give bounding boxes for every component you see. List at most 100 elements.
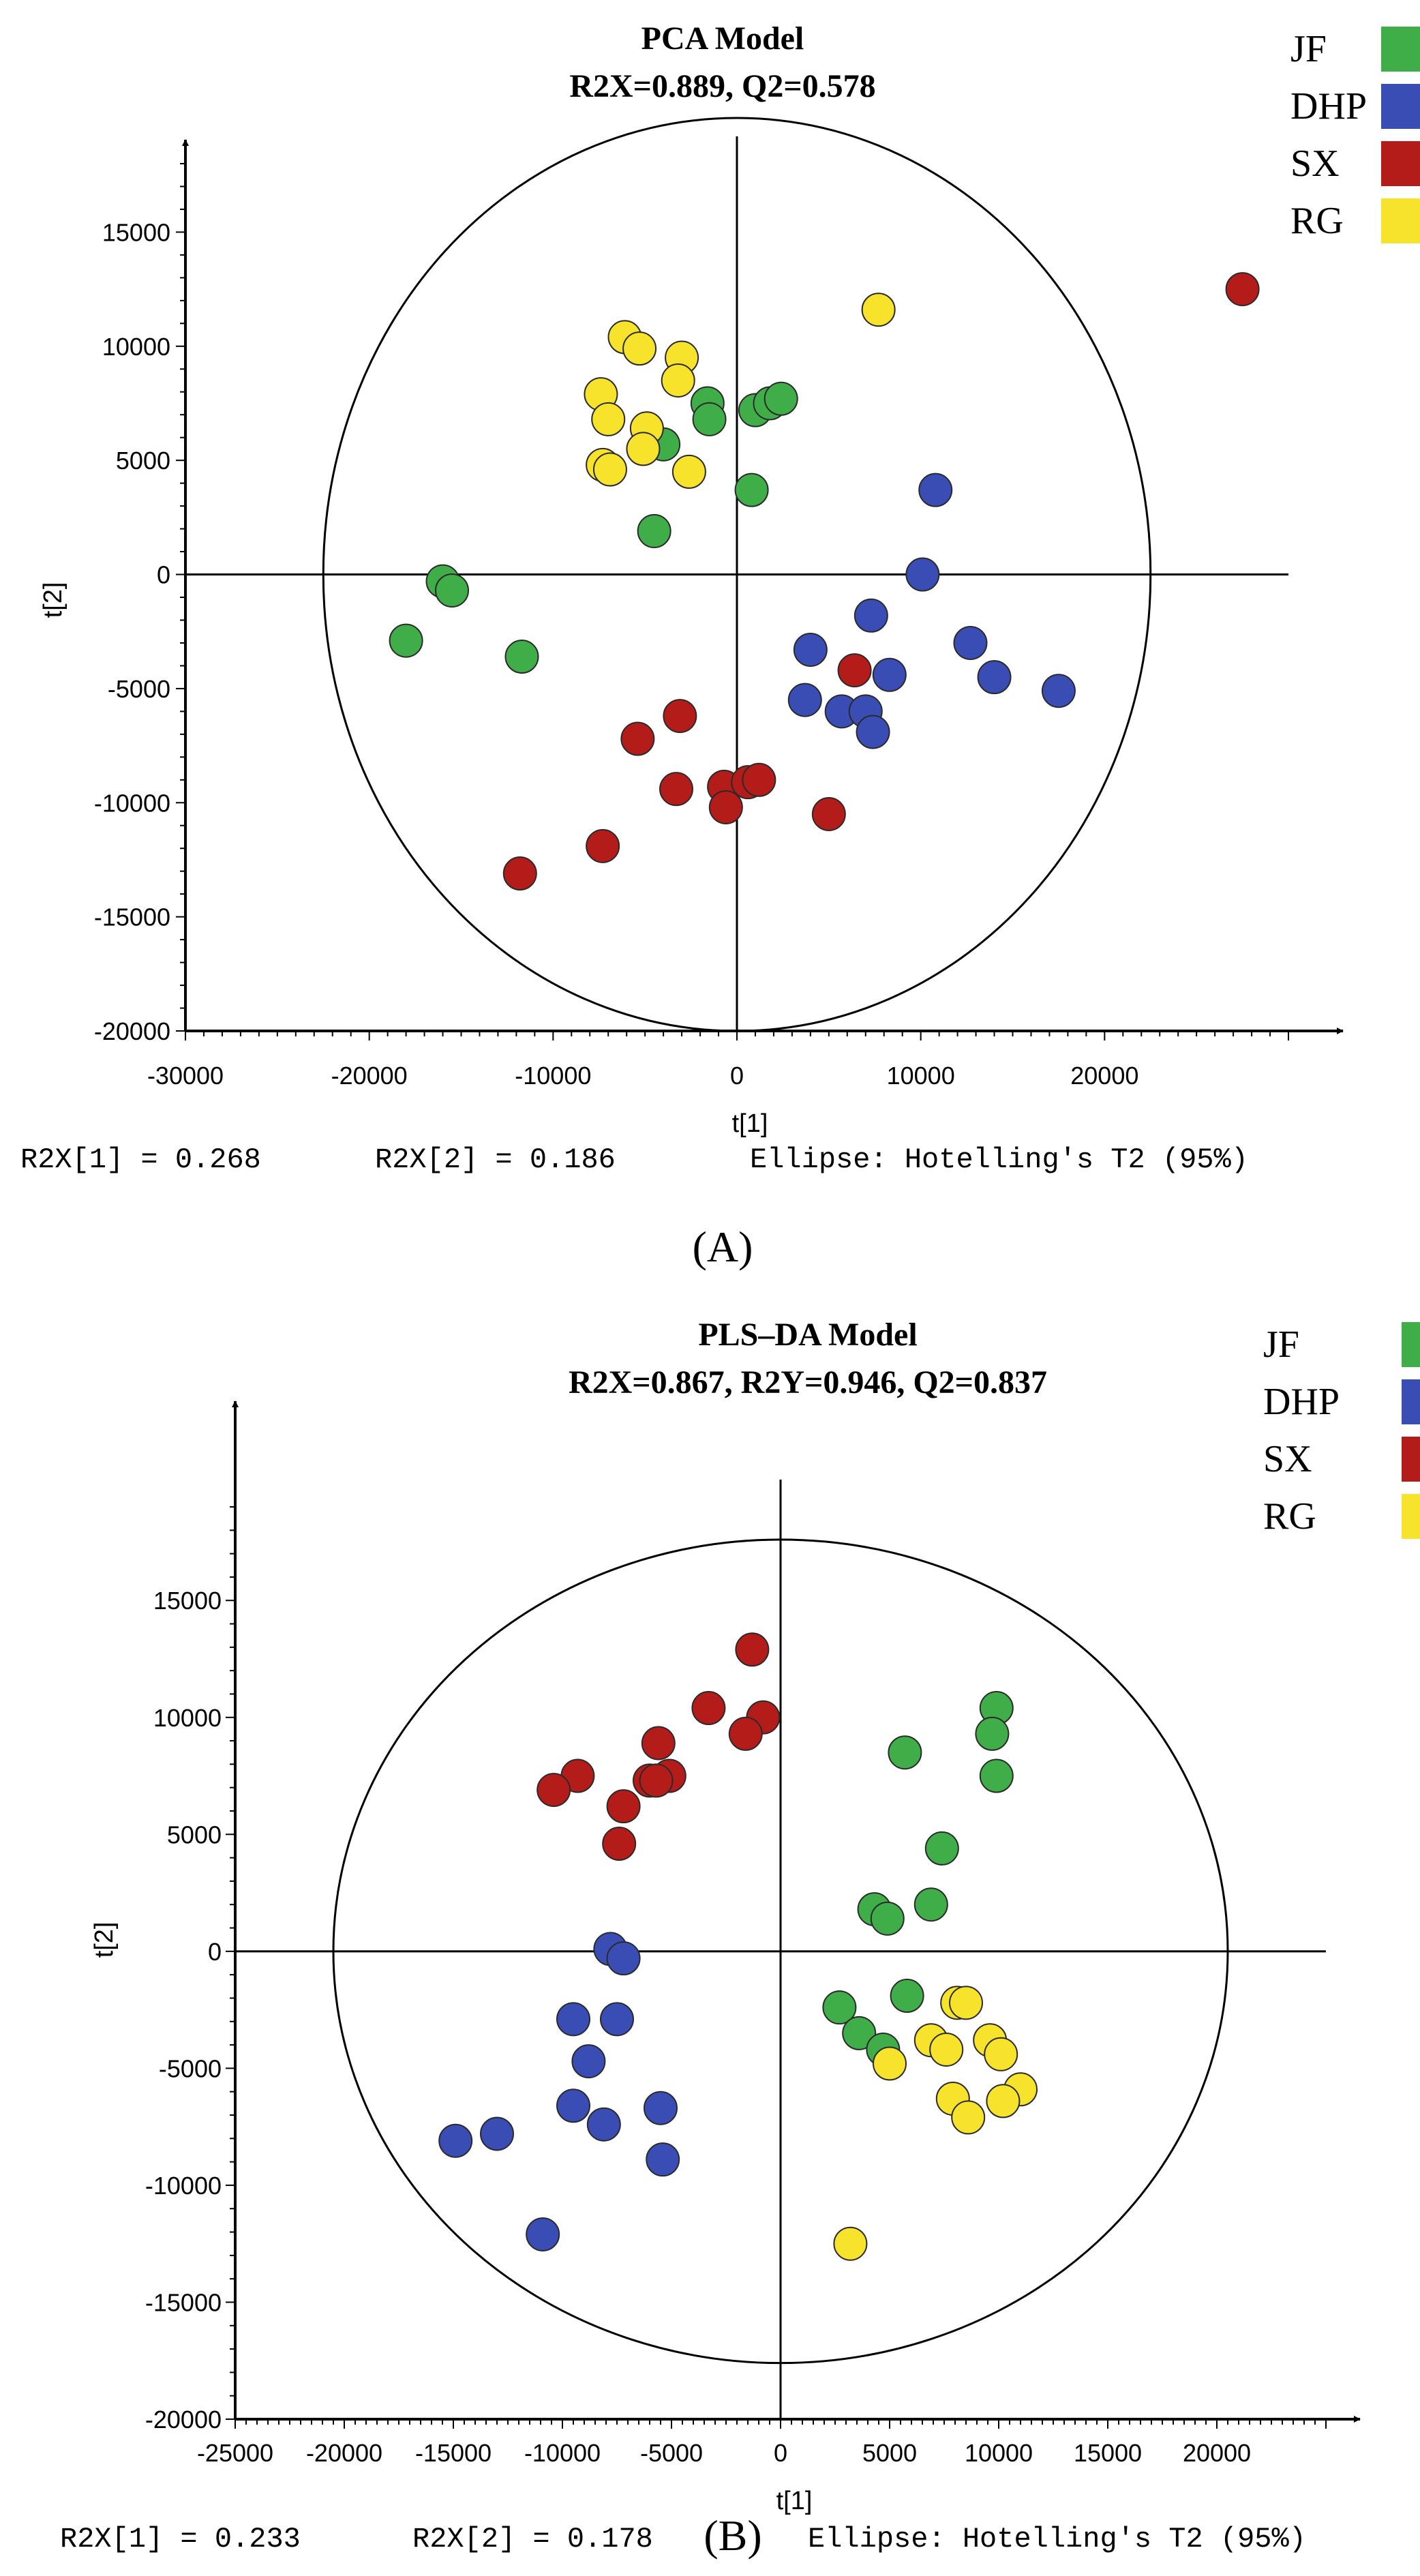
y-tick-label: 15000 (153, 1587, 222, 1615)
data-point-jf (435, 573, 470, 608)
x-tick-label: -10000 (515, 1062, 591, 1090)
data-point-dhp (918, 473, 953, 507)
data-point-sx (735, 1632, 770, 1667)
data-point-sx (602, 1827, 637, 1861)
y-tick-label: 10000 (153, 1704, 222, 1732)
x-tick-label: 10000 (965, 2439, 1033, 2467)
series-sx (502, 272, 1260, 891)
data-point-dhp (600, 2002, 634, 2037)
data-point-dhp (977, 660, 1012, 695)
data-point-jf (734, 473, 769, 507)
x-tick-label: 5000 (862, 2439, 917, 2467)
y-tick-label: -5000 (108, 675, 170, 703)
data-point-dhp (853, 598, 888, 633)
chart-title: PCA Model (641, 20, 804, 57)
y-tick-label: 5000 (116, 447, 170, 475)
data-point-dhp (953, 625, 988, 660)
data-point-sx (586, 828, 620, 863)
chart-subtitle: R2X=0.889, Q2=0.578 (569, 68, 875, 104)
data-point-sx (811, 797, 846, 831)
data-point-rg (929, 2032, 964, 2067)
x-axis-label: t[1] (776, 2487, 813, 2515)
chart-subtitle: R2X=0.867, R2Y=0.946, Q2=0.837 (569, 1364, 1047, 1401)
data-point-dhp (905, 557, 940, 592)
y-axis-label: t[2] (90, 1922, 119, 1958)
legend-swatch (1381, 84, 1420, 129)
x-tick-label: -20000 (306, 2439, 382, 2467)
x-tick-label: 20000 (1070, 1062, 1138, 1090)
data-point-dhp (644, 2091, 678, 2125)
footer-r2x1: R2X[1] = 0.233 (60, 2523, 301, 2556)
data-point-rg (986, 2084, 1021, 2118)
legend-label: SX (1263, 1438, 1312, 1480)
data-point-sx (1225, 272, 1260, 307)
data-point-sx (728, 1716, 763, 1751)
legend-swatch (1402, 1322, 1420, 1367)
y-tick-label: -10000 (145, 2172, 222, 2200)
y-tick-label: -15000 (94, 903, 170, 931)
data-point-dhp (856, 715, 890, 749)
data-point-rg (873, 2046, 907, 2081)
chart-panel-b: PLS–DA Model R2X=0.867, R2Y=0.946, Q2=0.8… (60, 1317, 1420, 2560)
y-tick-label: 15000 (102, 218, 170, 246)
panel-label: (A) (693, 1223, 753, 1271)
data-point-rg (591, 402, 626, 436)
legend-label: RG (1290, 200, 1344, 242)
legend-swatch (1402, 1494, 1420, 1539)
data-point-jf (764, 381, 798, 416)
footer-r2x2: R2X[2] = 0.178 (412, 2523, 653, 2556)
x-tick-label: 0 (730, 1062, 744, 1090)
x-axis-label: t[1] (732, 1109, 768, 1138)
data-point-jf (913, 1887, 948, 1922)
data-point-rg (622, 331, 657, 366)
x-tick-label: 10000 (887, 1062, 955, 1090)
data-point-dhp (872, 657, 907, 692)
y-tick-label: 0 (208, 1938, 222, 1966)
data-point-sx (639, 1763, 674, 1798)
data-point-rg (951, 2100, 986, 2135)
data-point-sx (641, 1726, 676, 1761)
hotelling-ellipse (322, 117, 1152, 1032)
data-point-jf (504, 640, 539, 674)
footer-ellipse-note: Ellipse: Hotelling's T2 (95%) (808, 2523, 1306, 2556)
y-tick-label: 0 (157, 561, 170, 589)
footer-r2x1: R2X[1] = 0.268 (20, 1143, 261, 1176)
legend-label: JF (1290, 28, 1327, 70)
legend-swatch (1381, 198, 1420, 243)
hotelling-ellipse (332, 1538, 1229, 2365)
x-tick-label: -15000 (415, 2439, 492, 2467)
data-point-jf (389, 623, 423, 658)
legend-swatch (1402, 1437, 1420, 1482)
data-point-rg (861, 293, 896, 327)
y-axis-label: t[2] (39, 582, 67, 618)
legend-swatch (1381, 27, 1420, 72)
panel-label: (B) (704, 2511, 761, 2560)
data-point-sx (537, 1773, 571, 1808)
data-point-sx (742, 762, 776, 797)
legend-label: SX (1290, 143, 1340, 185)
footer-ellipse-note: Ellipse: Hotelling's T2 (95%) (750, 1143, 1248, 1176)
series-dhp (787, 473, 1076, 749)
x-tick-label: -5000 (640, 2439, 703, 2467)
data-point-dhp (787, 683, 822, 717)
data-point-dhp (1041, 674, 1076, 708)
series-sx (537, 1632, 781, 1861)
data-point-sx (606, 1789, 641, 1824)
x-tick-label: -20000 (331, 1062, 408, 1090)
data-point-dhp (480, 2116, 514, 2151)
data-point-rg (949, 1986, 983, 2020)
data-point-jf (822, 1990, 857, 2025)
data-point-rg (833, 2226, 868, 2261)
y-tick-label: 10000 (102, 333, 170, 361)
data-point-jf (924, 1831, 959, 1866)
data-point-jf (692, 402, 727, 436)
y-tick-label: 5000 (167, 1821, 222, 1848)
data-point-sx (659, 772, 694, 807)
legend-swatch (1402, 1379, 1420, 1424)
data-point-dhp (571, 2044, 606, 2079)
legend-label: RG (1263, 1495, 1316, 1538)
data-point-rg (984, 2037, 1018, 2071)
y-tick-label: -20000 (94, 1017, 170, 1045)
data-point-rg (626, 432, 661, 466)
